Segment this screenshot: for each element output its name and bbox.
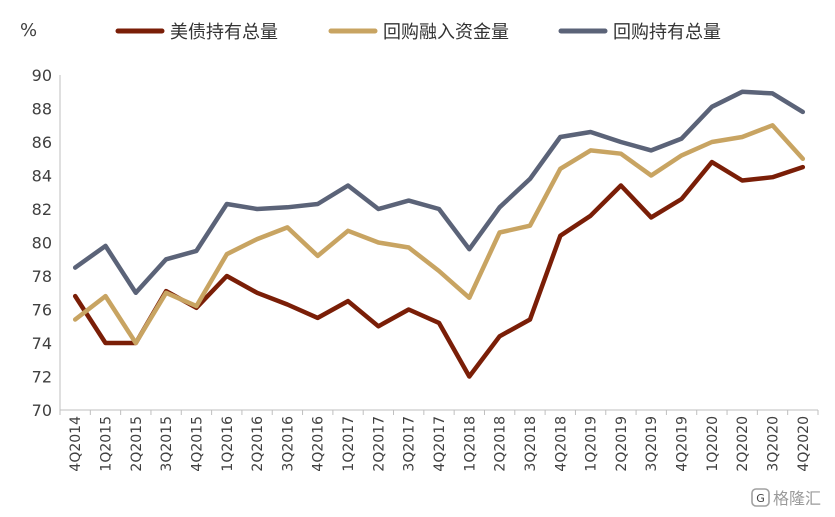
x-tick-label: 1Q2015	[98, 416, 114, 472]
y-axis: 70 72 74 76 78 80 82 84 86 88 90	[32, 66, 61, 420]
y-tick-label: 84	[32, 167, 52, 186]
y-tick-label: 82	[32, 200, 52, 219]
x-tick-label: 1Q2016	[220, 416, 236, 472]
y-tick-label: 88	[32, 100, 52, 119]
x-tick-label: 2Q2015	[129, 416, 145, 472]
x-tick-label: 1Q2020	[705, 416, 721, 472]
legend-label-1: 美债持有总量	[170, 22, 278, 43]
watermark-logo-icon	[751, 488, 770, 507]
watermark-text: 格隆汇	[773, 489, 821, 508]
x-tick-label: 2Q2018	[493, 416, 509, 472]
x-tick-label: 3Q2020	[766, 416, 782, 472]
series-line-2	[72, 123, 806, 346]
y-tick-label: 74	[32, 334, 52, 353]
x-tick-label: 3Q2015	[159, 416, 175, 472]
legend-label-2: 回购融入资金量	[383, 22, 509, 43]
x-tick-label: 4Q2020	[796, 416, 812, 472]
y-axis-unit: %	[20, 20, 37, 41]
y-tick-label: 90	[32, 66, 52, 85]
y-tick-label: 78	[32, 267, 52, 286]
y-tick-label: 70	[32, 401, 52, 420]
watermark: G 格隆汇	[751, 488, 821, 508]
y-tick-label: 80	[32, 234, 52, 253]
x-tick-label: 4Q2014	[68, 416, 84, 472]
x-tick-label: 4Q2017	[432, 416, 448, 472]
y-tick-label: 76	[32, 301, 52, 320]
x-tick-label: 3Q2019	[644, 416, 660, 472]
legend: 美债持有总量 回购融入资金量 回购持有总量	[115, 22, 721, 43]
x-tick-label: 1Q2018	[462, 416, 478, 472]
x-tick-label: 1Q2017	[341, 416, 357, 472]
x-tick-label: 2Q2017	[371, 416, 387, 472]
x-tick-label: 4Q2018	[553, 416, 569, 472]
x-tick-label: 2Q2016	[250, 416, 266, 472]
x-tick-label: 1Q2019	[584, 416, 600, 472]
x-tick-label: 2Q2019	[614, 416, 630, 472]
x-tick-label: 2Q2020	[735, 416, 751, 472]
x-tick-label: 4Q2019	[675, 416, 691, 472]
y-tick-label: 72	[32, 368, 52, 387]
y-tick-label: 86	[32, 133, 52, 152]
x-tick-label: 3Q2016	[280, 416, 296, 472]
x-tick-label: 3Q2017	[402, 416, 418, 472]
x-tick-label: 4Q2015	[189, 416, 205, 472]
legend-label-3: 回购持有总量	[613, 22, 721, 43]
watermark-logo-glyph: G	[756, 492, 765, 505]
series-layer	[72, 89, 806, 379]
x-axis: 4Q2014 1Q2015 2Q2015 3Q2015 4Q2015 1Q2016 2Q20…	[59, 409, 819, 472]
x-tick-label: 4Q2016	[311, 416, 327, 472]
series-line-3	[72, 89, 806, 296]
x-tick-label: 3Q2018	[523, 416, 539, 472]
